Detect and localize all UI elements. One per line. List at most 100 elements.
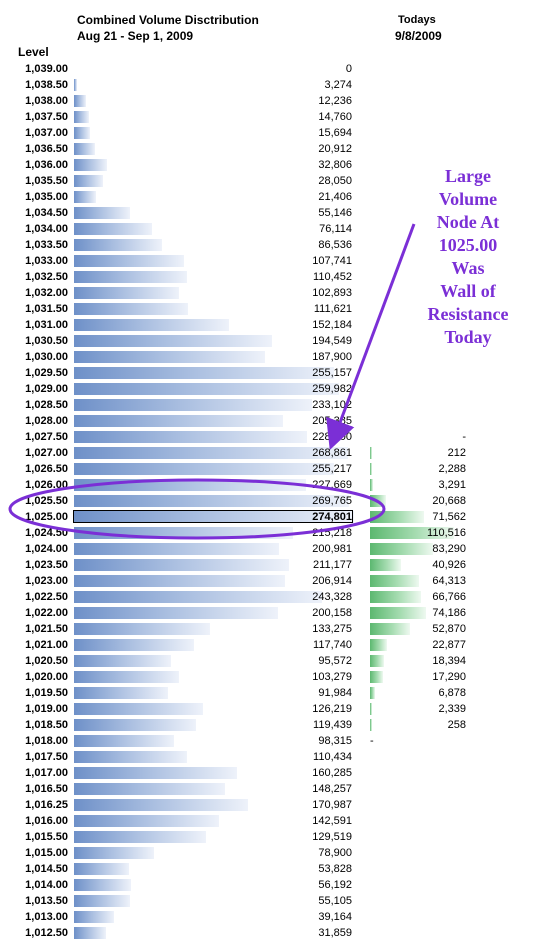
annotation-line: Node At [436,212,500,232]
level-label: 1,018.50 [25,719,68,731]
combined-volume-bar [74,207,130,219]
level-label: 1,032.00 [25,287,68,299]
combined-volume-bar [74,431,307,443]
combined-volume-value: 255,157 [312,367,352,379]
combined-volume-value: 259,982 [312,383,352,395]
combined-volume-bar [74,351,265,363]
level-label: 1,015.00 [25,847,68,859]
combined-volume-bar [74,223,152,235]
level-label: 1,018.00 [25,735,68,747]
level-label: 1,016.25 [25,799,68,811]
combined-volume-value: 78,900 [318,847,352,859]
combined-volume-value: 21,406 [318,191,352,203]
level-label: 1,020.50 [25,655,68,667]
level-label: 1,036.00 [25,159,68,171]
annotation-line: Large [445,166,491,186]
today-volume-value: 66,766 [432,591,466,603]
combined-volume-bar [74,895,130,907]
combined-volume-value: 142,591 [312,815,352,827]
combined-volume-bar [74,319,229,331]
date-range: Aug 21 - Sep 1, 2009 [77,29,194,43]
today-volume-value: 2,288 [438,463,466,475]
level-label: 1,025.00 [25,511,68,523]
combined-volume-value: 91,984 [318,687,352,699]
combined-volume-bar [74,159,107,171]
combined-volume-bar [74,191,96,203]
combined-volume-value: 211,177 [313,559,352,571]
combined-volume-bar [74,815,219,827]
combined-volume-value: 187,900 [312,351,352,363]
today-volume-bar [370,607,426,619]
level-label: 1,039.00 [25,63,68,75]
combined-volume-bar [74,767,237,779]
table-row: 1,034.00 76,114 [0,222,559,236]
level-label: 1,021.50 [25,623,68,635]
level-label: 1,034.50 [25,207,68,219]
combined-volume-bar [74,79,77,91]
table-row: 1,015.50 129,519 [0,830,559,844]
combined-volume-value: 76,114 [319,223,352,235]
table-row: 1,024.00 200,981 83,290 [0,542,559,556]
combined-volume-value: 200,158 [312,607,352,619]
combined-volume-bar [74,575,285,587]
combined-volume-bar [74,415,283,427]
combined-volume-value: 194,549 [312,335,352,347]
combined-volume-value: 107,741 [312,255,352,267]
level-label: 1,029.50 [25,367,68,379]
table-row: 1,016.50 148,257 [0,782,559,796]
today-volume-bar [370,671,383,683]
combined-volume-value: 119,439 [313,719,352,731]
combined-volume-value: 148,257 [312,783,352,795]
table-row: 1,017.00 160,285 [0,766,559,780]
table-row: 1,036.00 32,806 [0,158,559,172]
combined-volume-bar [74,543,279,555]
level-label: 1,037.50 [25,111,68,123]
level-label: 1,028.00 [25,415,68,427]
level-label: 1,014.00 [25,879,68,891]
today-volume-value: 40,926 [432,559,466,571]
combined-volume-bar [74,671,179,683]
combined-volume-bar [74,719,196,731]
table-row: 1,021.50 133,275 52,870 [0,622,559,636]
combined-volume-value: 110,434 [313,751,352,763]
combined-volume-value: 274,801 [312,511,352,523]
combined-volume-value: 32,806 [318,159,352,171]
level-label: 1,030.50 [25,335,68,347]
table-row: 1,013.00 39,164 [0,910,559,924]
combined-volume-bar [74,95,86,107]
table-row: 1,031.50 111,621 [0,302,559,316]
combined-volume-bar [74,879,131,891]
combined-volume-bar [74,335,272,347]
combined-volume-bar [74,911,114,923]
combined-volume-bar [74,591,322,603]
table-row: 1,037.00 15,694 [0,126,559,140]
table-row: 1,030.00 187,900 [0,350,559,364]
table-row: 1,016.25 170,987 [0,798,559,812]
today-volume-value: 83,290 [432,543,466,555]
level-label: 1,033.50 [25,239,68,251]
table-row: 1,020.50 95,572 18,394 [0,654,559,668]
combined-volume-value: 39,164 [318,911,352,923]
level-label: 1,029.00 [25,383,68,395]
today-volume-bar [370,655,384,667]
combined-volume-bar [74,863,129,875]
table-row: 1,013.50 55,105 [0,894,559,908]
combined-volume-bar [74,735,174,747]
combined-volume-bar [74,495,349,507]
combined-volume-value: 110,452 [313,271,352,283]
level-label: 1,037.00 [25,127,68,139]
table-row: 1,038.50 3,274 [0,78,559,92]
table-row: 1,029.50 255,157 [0,366,559,380]
combined-volume-value: 98,315 [318,735,352,747]
today-volume-bar [370,623,410,635]
combined-volume-bar [74,751,187,763]
level-label: 1,028.50 [25,399,68,411]
combined-volume-value: 133,275 [312,623,352,635]
level-label: 1,033.00 [25,255,68,267]
combined-volume-value: 12,236 [318,95,352,107]
table-row: 1,039.00 0 [0,62,559,76]
combined-volume-bar [74,127,90,139]
level-label: 1,027.00 [25,447,68,459]
combined-volume-value: 243,328 [312,591,352,603]
level-label: 1,026.00 [25,479,68,491]
